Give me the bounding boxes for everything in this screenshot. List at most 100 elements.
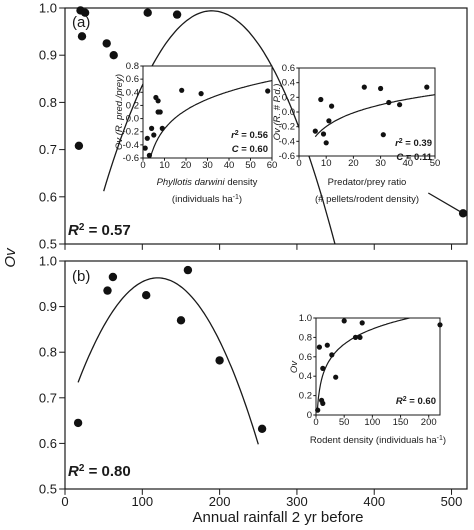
r2-annotation-inset1: r2 = 0.56: [231, 130, 268, 142]
y-tick-label: 0.4: [299, 371, 312, 382]
x-tick-label: 0: [61, 494, 68, 509]
data-point: [359, 320, 365, 326]
fit-curve: [149, 79, 272, 158]
x-tick-label: 0: [140, 160, 145, 171]
data-point: [320, 131, 327, 137]
y-tick-label: -0.2: [279, 122, 295, 133]
data-point: [102, 39, 111, 48]
y-tick-label: 1.0: [299, 313, 312, 324]
plot-frame: [298, 67, 436, 157]
plot-frame: [142, 65, 273, 159]
x-tick-label: 40: [224, 160, 235, 171]
y-tick-label: 0.6: [39, 189, 57, 204]
x-tick-label: 100: [364, 417, 380, 428]
data-point: [172, 10, 182, 19]
data-point: [109, 51, 118, 60]
y-tick-label: -0.2: [123, 127, 139, 138]
y-tick-label: 0.2: [299, 391, 312, 402]
y-tick-label: 0.2: [282, 92, 295, 103]
data-point: [265, 88, 271, 94]
data-point: [179, 87, 185, 93]
x-tick-label: 60: [267, 160, 278, 171]
data-point: [176, 316, 186, 325]
data-point: [437, 322, 443, 328]
data-point: [326, 118, 332, 124]
data-point: [144, 135, 150, 141]
data-point: [424, 84, 430, 90]
data-point: [143, 8, 152, 17]
data-point: [257, 424, 267, 433]
data-point: [329, 103, 335, 109]
y-tick-label: 0.6: [39, 436, 57, 451]
data-point: [320, 365, 326, 371]
x-axis-label-inset2: Predator/prey ratio: [328, 177, 407, 188]
c-annotation-inset1: C = 0.60: [232, 144, 268, 155]
data-point: [316, 344, 322, 350]
x-tick-label: 200: [421, 417, 437, 428]
data-point: [378, 85, 384, 92]
panel-label-b: (b): [72, 268, 90, 285]
x-tick-label: 20: [348, 158, 359, 169]
data-point: [333, 374, 339, 380]
r2-annotation-a: R2 = 0.57: [68, 222, 131, 240]
data-point: [324, 342, 330, 348]
data-point: [357, 334, 363, 340]
x-axis-label: Annual rainfall 2 yr before: [193, 509, 364, 526]
y-tick-label: 1.0: [39, 254, 57, 269]
x-tick-label: 50: [245, 160, 256, 171]
data-point: [108, 272, 118, 282]
data-point: [318, 96, 324, 103]
data-point: [329, 352, 335, 358]
data-point: [155, 98, 161, 104]
data-point: [142, 291, 151, 300]
x-tick-label: 30: [202, 160, 213, 171]
data-point: [315, 407, 321, 413]
data-point: [142, 145, 148, 151]
y-tick-label: 0.4: [282, 78, 295, 89]
y-tick-label: 0.8: [299, 332, 312, 343]
data-point: [103, 286, 112, 295]
data-point: [159, 125, 165, 131]
y-tick-label: 0.0: [126, 114, 139, 125]
data-point: [380, 132, 386, 138]
y-axis-label-inset2: Ov (R. # P.d.): [272, 84, 283, 141]
x-axis-label-insetb: Rodent density (individuals ha-1): [310, 435, 446, 447]
data-point: [323, 140, 329, 146]
data-point: [386, 99, 392, 106]
x-axis-units-inset1: (individuals ha-1): [172, 194, 242, 206]
fit-curve: [314, 94, 435, 138]
y-tick-label: 0: [307, 410, 312, 421]
x-tick-label: 40: [403, 158, 414, 169]
x-tick-label: 50: [339, 417, 350, 428]
y-tick-label: -0.6: [279, 151, 295, 162]
x-tick-label: 200: [209, 494, 231, 509]
y-tick-label: -0.4: [123, 140, 139, 151]
inset-a2: 0 10 20 30 40 50 -0.6 -0.4 -0.2 0.0 0.2 0.4 0.6 r2 = …: [272, 63, 440, 205]
y-tick-label: 0.5: [39, 482, 57, 497]
y-tick-label: 0.2: [126, 100, 139, 111]
x-tick-label: 50: [430, 158, 441, 169]
data-point: [458, 209, 468, 218]
data-point: [352, 334, 359, 340]
y-tick-label: 0.9: [39, 299, 57, 314]
x-tick-label: 10: [321, 158, 332, 169]
y-tick-label: 0.6: [299, 352, 312, 363]
y-tick-label: 0.6: [126, 74, 139, 85]
fit-curve: [316, 318, 413, 410]
y-tick-label: 0.8: [126, 61, 139, 72]
fit-curve: [77, 277, 259, 445]
data-point: [73, 418, 83, 428]
plot-frame: [315, 317, 441, 416]
panel-label-a: (a): [72, 14, 90, 31]
data-point: [74, 141, 84, 150]
r2-annotation-insetb: R2 = 0.60: [396, 396, 436, 408]
y-tick-label: 1.0: [39, 1, 57, 16]
panel-b: 0 100 200 300 400 5000.50.60.70.80.91.0(b)R2 …: [39, 254, 468, 509]
x-tick-label: 150: [393, 417, 409, 428]
x-tick-label: 20: [181, 160, 192, 171]
y-tick-label: 0.5: [39, 237, 57, 252]
inset-b: 0 50 100 150 200 0 0.2 0.4 0.6 0.8 1.0 R2 = 0.60 Rod…: [289, 313, 446, 447]
x-tick-label: 0: [296, 158, 301, 169]
y-tick-label: 0.7: [39, 390, 57, 405]
y-tick-label: 0.8: [39, 95, 57, 110]
